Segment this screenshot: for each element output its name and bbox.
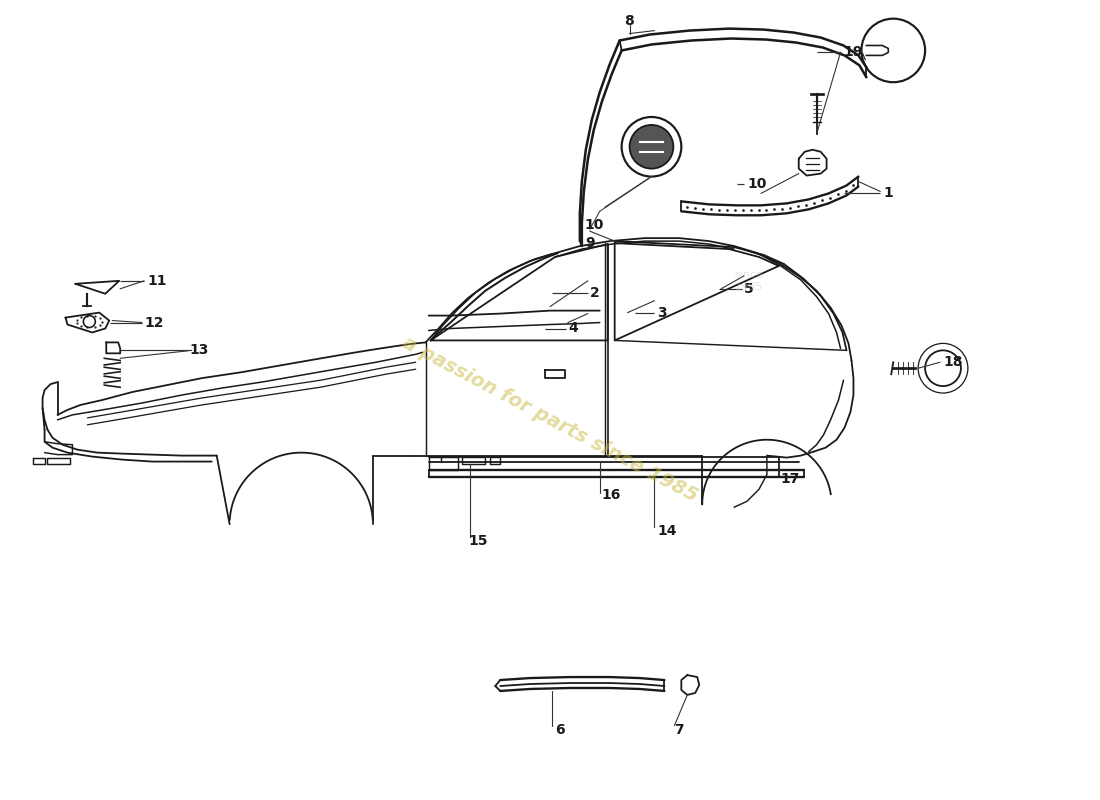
Text: 16: 16 xyxy=(602,488,621,502)
Text: 14: 14 xyxy=(658,524,676,538)
Text: 10: 10 xyxy=(747,177,767,190)
Text: a passion for parts since 1985: a passion for parts since 1985 xyxy=(399,334,701,506)
Text: 2: 2 xyxy=(590,286,600,300)
Text: 18: 18 xyxy=(943,355,962,370)
Text: 1: 1 xyxy=(883,186,893,201)
Text: 10: 10 xyxy=(585,218,604,232)
Text: 12: 12 xyxy=(144,315,164,330)
Text: since
1985: since 1985 xyxy=(735,270,763,292)
Text: 11: 11 xyxy=(147,274,166,288)
Text: 7: 7 xyxy=(674,722,684,737)
Text: 4: 4 xyxy=(568,322,578,335)
Text: 13: 13 xyxy=(190,343,209,358)
Text: 17: 17 xyxy=(781,473,800,486)
Text: 3: 3 xyxy=(658,306,667,320)
Text: 8: 8 xyxy=(625,14,635,28)
Text: 15: 15 xyxy=(469,534,488,548)
Text: 9: 9 xyxy=(585,236,594,250)
Text: 19: 19 xyxy=(844,46,862,59)
Circle shape xyxy=(629,125,673,169)
Text: 5: 5 xyxy=(744,282,754,296)
Text: 6: 6 xyxy=(556,722,564,737)
